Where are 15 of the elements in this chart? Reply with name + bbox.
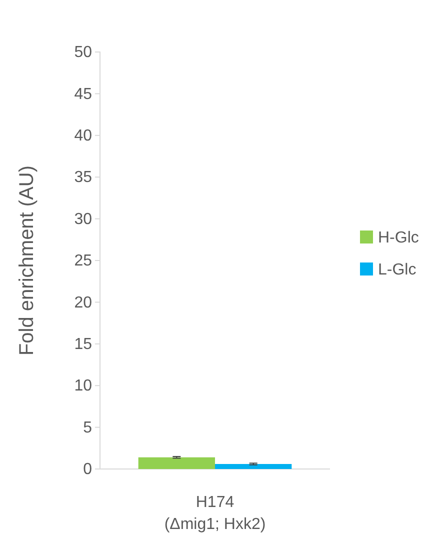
legend-label: H-Glc [378, 230, 419, 246]
y-tick-label: 0 [83, 461, 92, 478]
legend-label: L-Glc [378, 262, 416, 278]
y-tick-label: 45 [74, 86, 92, 103]
y-tick-label: 10 [74, 378, 92, 395]
y-tick-label: 20 [74, 294, 92, 312]
y-tick-label: 50 [74, 44, 92, 62]
y-axis-title: Fold enrichment (AU) [16, 165, 38, 356]
y-tick-label: 15 [74, 336, 92, 354]
x-tick-label: H174 (Δmig1; Hxk2) [164, 494, 266, 533]
y-tick-label: 5 [83, 419, 92, 436]
y-tick-label: 35 [74, 169, 92, 186]
y-tick-label: 40 [74, 128, 92, 145]
y-tick-label: 30 [74, 210, 92, 228]
y-tick-label: 25 [74, 252, 92, 270]
